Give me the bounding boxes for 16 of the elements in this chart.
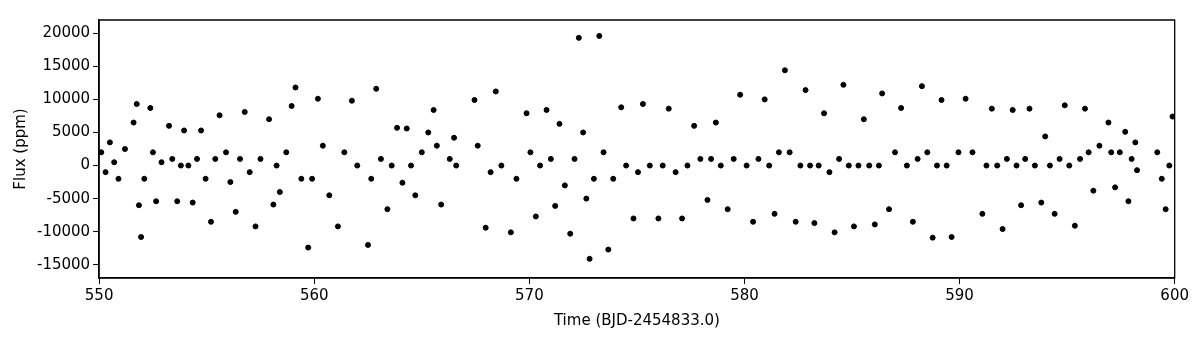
y-tick-label: -15000 — [36, 254, 91, 273]
y-tick-label: 10000 — [42, 89, 91, 108]
y-tick-label: 20000 — [42, 23, 91, 42]
x-tick-label: 560 — [299, 285, 329, 304]
x-tick-label: 570 — [515, 285, 544, 304]
x-axis-title: Time (BJD-2454833.0) — [552, 310, 720, 329]
x-tick-label: 600 — [1160, 285, 1190, 304]
y-tick-label: 5000 — [51, 122, 91, 141]
y-tick-label: 0 — [80, 155, 91, 174]
x-tick-label: 580 — [730, 285, 759, 304]
y-tick-label: 15000 — [42, 56, 91, 75]
y-axis-title: Flux (ppm) — [10, 108, 29, 190]
x-tick-label: 590 — [945, 285, 974, 304]
y-tick-label: -5000 — [46, 188, 91, 207]
y-tick-label: -10000 — [36, 221, 91, 240]
x-tick-label: 550 — [84, 285, 114, 304]
